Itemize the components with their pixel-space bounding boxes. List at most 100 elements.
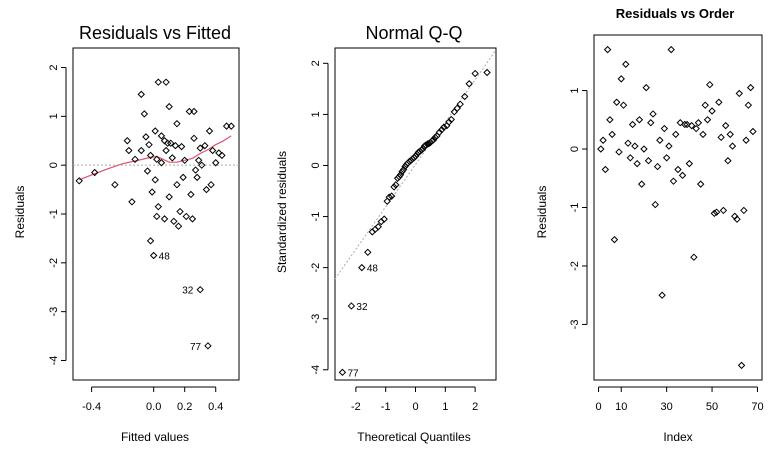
data-point [392, 181, 400, 189]
data-point [624, 139, 632, 147]
y-axis-title: Residuals [13, 186, 27, 239]
x-tick-label: -0.4 [82, 401, 101, 413]
point-label: 77 [190, 342, 202, 353]
data-point [687, 121, 696, 130]
data-point [465, 80, 473, 88]
data-point [471, 69, 479, 78]
data-point [395, 173, 403, 181]
data-point [168, 154, 176, 162]
data-point [660, 124, 669, 133]
data-point [724, 157, 732, 165]
data-point [733, 215, 741, 223]
y-tick-label: -1 [48, 209, 60, 219]
data-point [190, 134, 198, 143]
data-point [398, 167, 406, 176]
data-point [631, 142, 639, 150]
data-point [417, 146, 426, 154]
data-point [619, 101, 628, 109]
data-point [744, 101, 753, 109]
data-point [447, 115, 455, 124]
data-point [153, 212, 161, 221]
data-point [651, 200, 660, 209]
x-tick-label: 70 [751, 401, 763, 413]
data-point [207, 180, 215, 189]
y-tick-label: -3 [310, 314, 322, 324]
data-point [694, 119, 703, 127]
data-point [204, 342, 212, 350]
data-point [188, 215, 197, 223]
x-axis-title: Fitted values [121, 430, 189, 444]
data-point [678, 171, 687, 180]
data-point [128, 198, 136, 206]
y-axis-title: Standardized residuals [275, 151, 289, 273]
data-point [182, 212, 190, 221]
data-point [483, 68, 491, 77]
y-tick-label: -2 [48, 258, 60, 268]
data-point [676, 119, 684, 127]
data-point [390, 183, 398, 191]
point-label: 32 [182, 286, 194, 297]
data-point [151, 127, 159, 135]
data-point [737, 361, 746, 370]
data-point [137, 146, 145, 155]
data-point [194, 156, 203, 165]
data-point [606, 116, 614, 124]
data-point [708, 107, 716, 115]
x-tick-label: 30 [661, 401, 673, 413]
data-point [171, 141, 180, 150]
data-point [154, 78, 163, 86]
x-axis-title: Index [663, 430, 692, 444]
data-point [653, 162, 662, 171]
y-tick-label: 1 [569, 87, 581, 93]
data-point [647, 119, 655, 127]
data-point [728, 142, 737, 150]
data-point [649, 110, 657, 118]
x-tick-label: 0.2 [177, 401, 192, 413]
data-point [364, 248, 372, 257]
data-point [665, 142, 673, 150]
x-tick-label: 0 [412, 401, 418, 413]
data-point [157, 132, 166, 140]
data-point [615, 148, 623, 156]
x-tick-label: 10 [615, 401, 627, 413]
panel-title: Residuals vs Order [616, 6, 735, 21]
data-point [387, 192, 396, 200]
y-tick-label: 0 [569, 146, 581, 152]
data-point [202, 185, 211, 194]
x-tick-label: 0.4 [208, 401, 223, 413]
data-point [174, 222, 183, 230]
data-point [125, 146, 133, 155]
data-point [187, 190, 195, 199]
data-point [662, 154, 671, 162]
data-point [165, 102, 173, 111]
y-tick-label: -1 [569, 203, 581, 213]
data-point [453, 104, 461, 112]
y-tick-label: -1 [310, 212, 322, 222]
data-point [742, 136, 750, 144]
y-tick-label: 0 [48, 162, 60, 168]
data-point [601, 165, 610, 174]
data-point [338, 368, 347, 377]
data-point [617, 75, 625, 83]
y-tick-label: 2 [310, 60, 322, 66]
data-point [208, 146, 217, 155]
data-point [445, 118, 453, 126]
qq-reference-line [334, 49, 497, 280]
panel-title: Residuals vs Fitted [79, 23, 231, 43]
data-point [749, 127, 757, 136]
data-point [690, 253, 698, 261]
data-point [146, 237, 155, 245]
data-point [438, 126, 446, 134]
data-point [123, 137, 132, 145]
data-point [597, 145, 605, 153]
data-point [131, 155, 139, 164]
data-point [146, 151, 155, 160]
data-point [696, 180, 705, 188]
data-point [440, 123, 448, 131]
data-point [153, 155, 161, 164]
y-tick-label: -4 [48, 356, 60, 366]
data-point [162, 78, 170, 86]
data-point [198, 161, 206, 169]
y-tick-label: -4 [310, 365, 322, 375]
data-point [644, 157, 653, 165]
